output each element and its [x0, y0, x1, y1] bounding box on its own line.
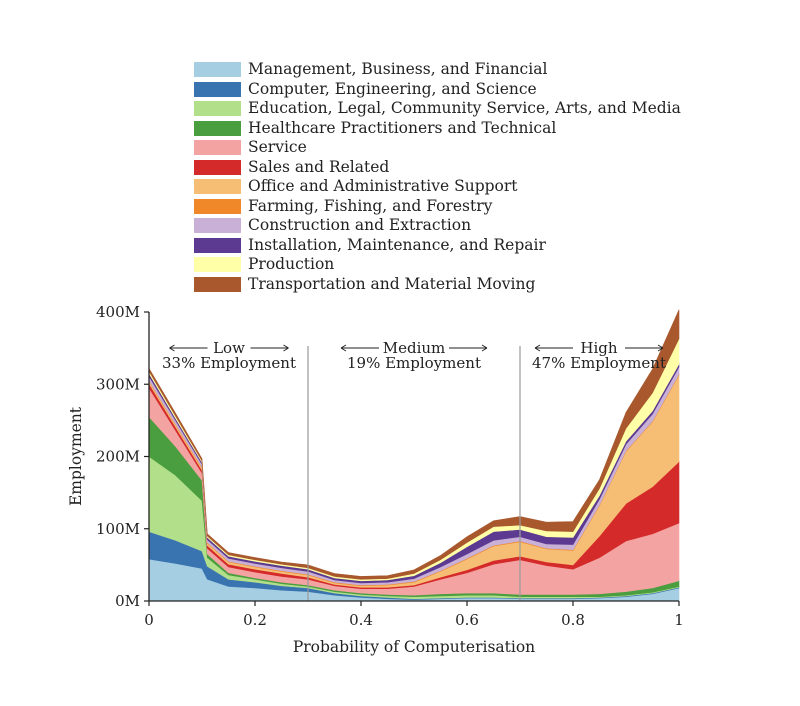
x-axis-label: Probability of Computerisation: [293, 638, 535, 656]
legend-label: Service: [248, 138, 307, 156]
arrowhead-right: [481, 344, 488, 352]
legend-swatch: [194, 257, 241, 272]
x-tick-label: 1: [674, 611, 684, 629]
region-employment: 19% Employment: [347, 354, 481, 372]
legend-swatch: [194, 159, 241, 175]
legend-swatch: [194, 81, 241, 97]
x-tick-label: 0.2: [243, 611, 267, 629]
legend-label: Installation, Maintenance, and Repair: [248, 235, 546, 254]
region-label: High: [580, 339, 617, 357]
legend-label: Transportation and Material Moving: [248, 274, 536, 293]
legend-swatch: [194, 237, 241, 253]
legend-swatch: [194, 179, 241, 194]
y-tick-label: 200M: [96, 448, 140, 466]
legend-swatch: [194, 120, 241, 136]
x-tick-label: 0.8: [561, 611, 585, 629]
x-tick-label: 0.6: [455, 611, 479, 629]
y-tick-label: 300M: [96, 375, 140, 393]
legend-swatch: [194, 101, 241, 116]
legend-label: Education, Legal, Community Service, Art…: [248, 99, 681, 117]
arrowhead-left: [169, 344, 175, 352]
x-tick-label: 0.4: [349, 611, 373, 629]
legend-swatch: [194, 276, 241, 292]
arrowhead-right: [657, 344, 664, 352]
legend-label: Computer, Engineering, and Science: [248, 79, 537, 98]
legend-swatch: [194, 140, 241, 155]
legend-label: Production: [248, 255, 335, 273]
y-tick-label: 0M: [115, 592, 140, 610]
legend-swatch: [194, 62, 241, 77]
area-series: [148, 309, 680, 580]
y-axis-label: Employment: [67, 406, 85, 506]
legend-label: Farming, Fishing, and Forestry: [248, 196, 493, 215]
legend-swatch: [194, 218, 241, 233]
y-tick-label: 400M: [96, 303, 140, 321]
x-tick-label: 0: [144, 611, 154, 629]
region-label: Medium: [383, 339, 446, 357]
y-tick-label: 100M: [96, 520, 140, 538]
arrowhead-left: [534, 344, 541, 352]
legend-swatch: [194, 198, 241, 214]
region-label: Low: [213, 339, 245, 357]
legend-label: Management, Business, and Financial: [248, 60, 548, 78]
arrowhead-left: [340, 344, 347, 352]
legend-label: Healthcare Practitioners and Technical: [248, 118, 557, 137]
arrowhead-right: [283, 344, 289, 352]
legend-label: Office and Administrative Support: [248, 177, 518, 195]
region-employment: 33% Employment: [162, 354, 296, 372]
legend-label: Construction and Extraction: [248, 216, 472, 234]
legend-label: Sales and Related: [248, 157, 390, 176]
region-employment: 47% Employment: [532, 354, 666, 372]
